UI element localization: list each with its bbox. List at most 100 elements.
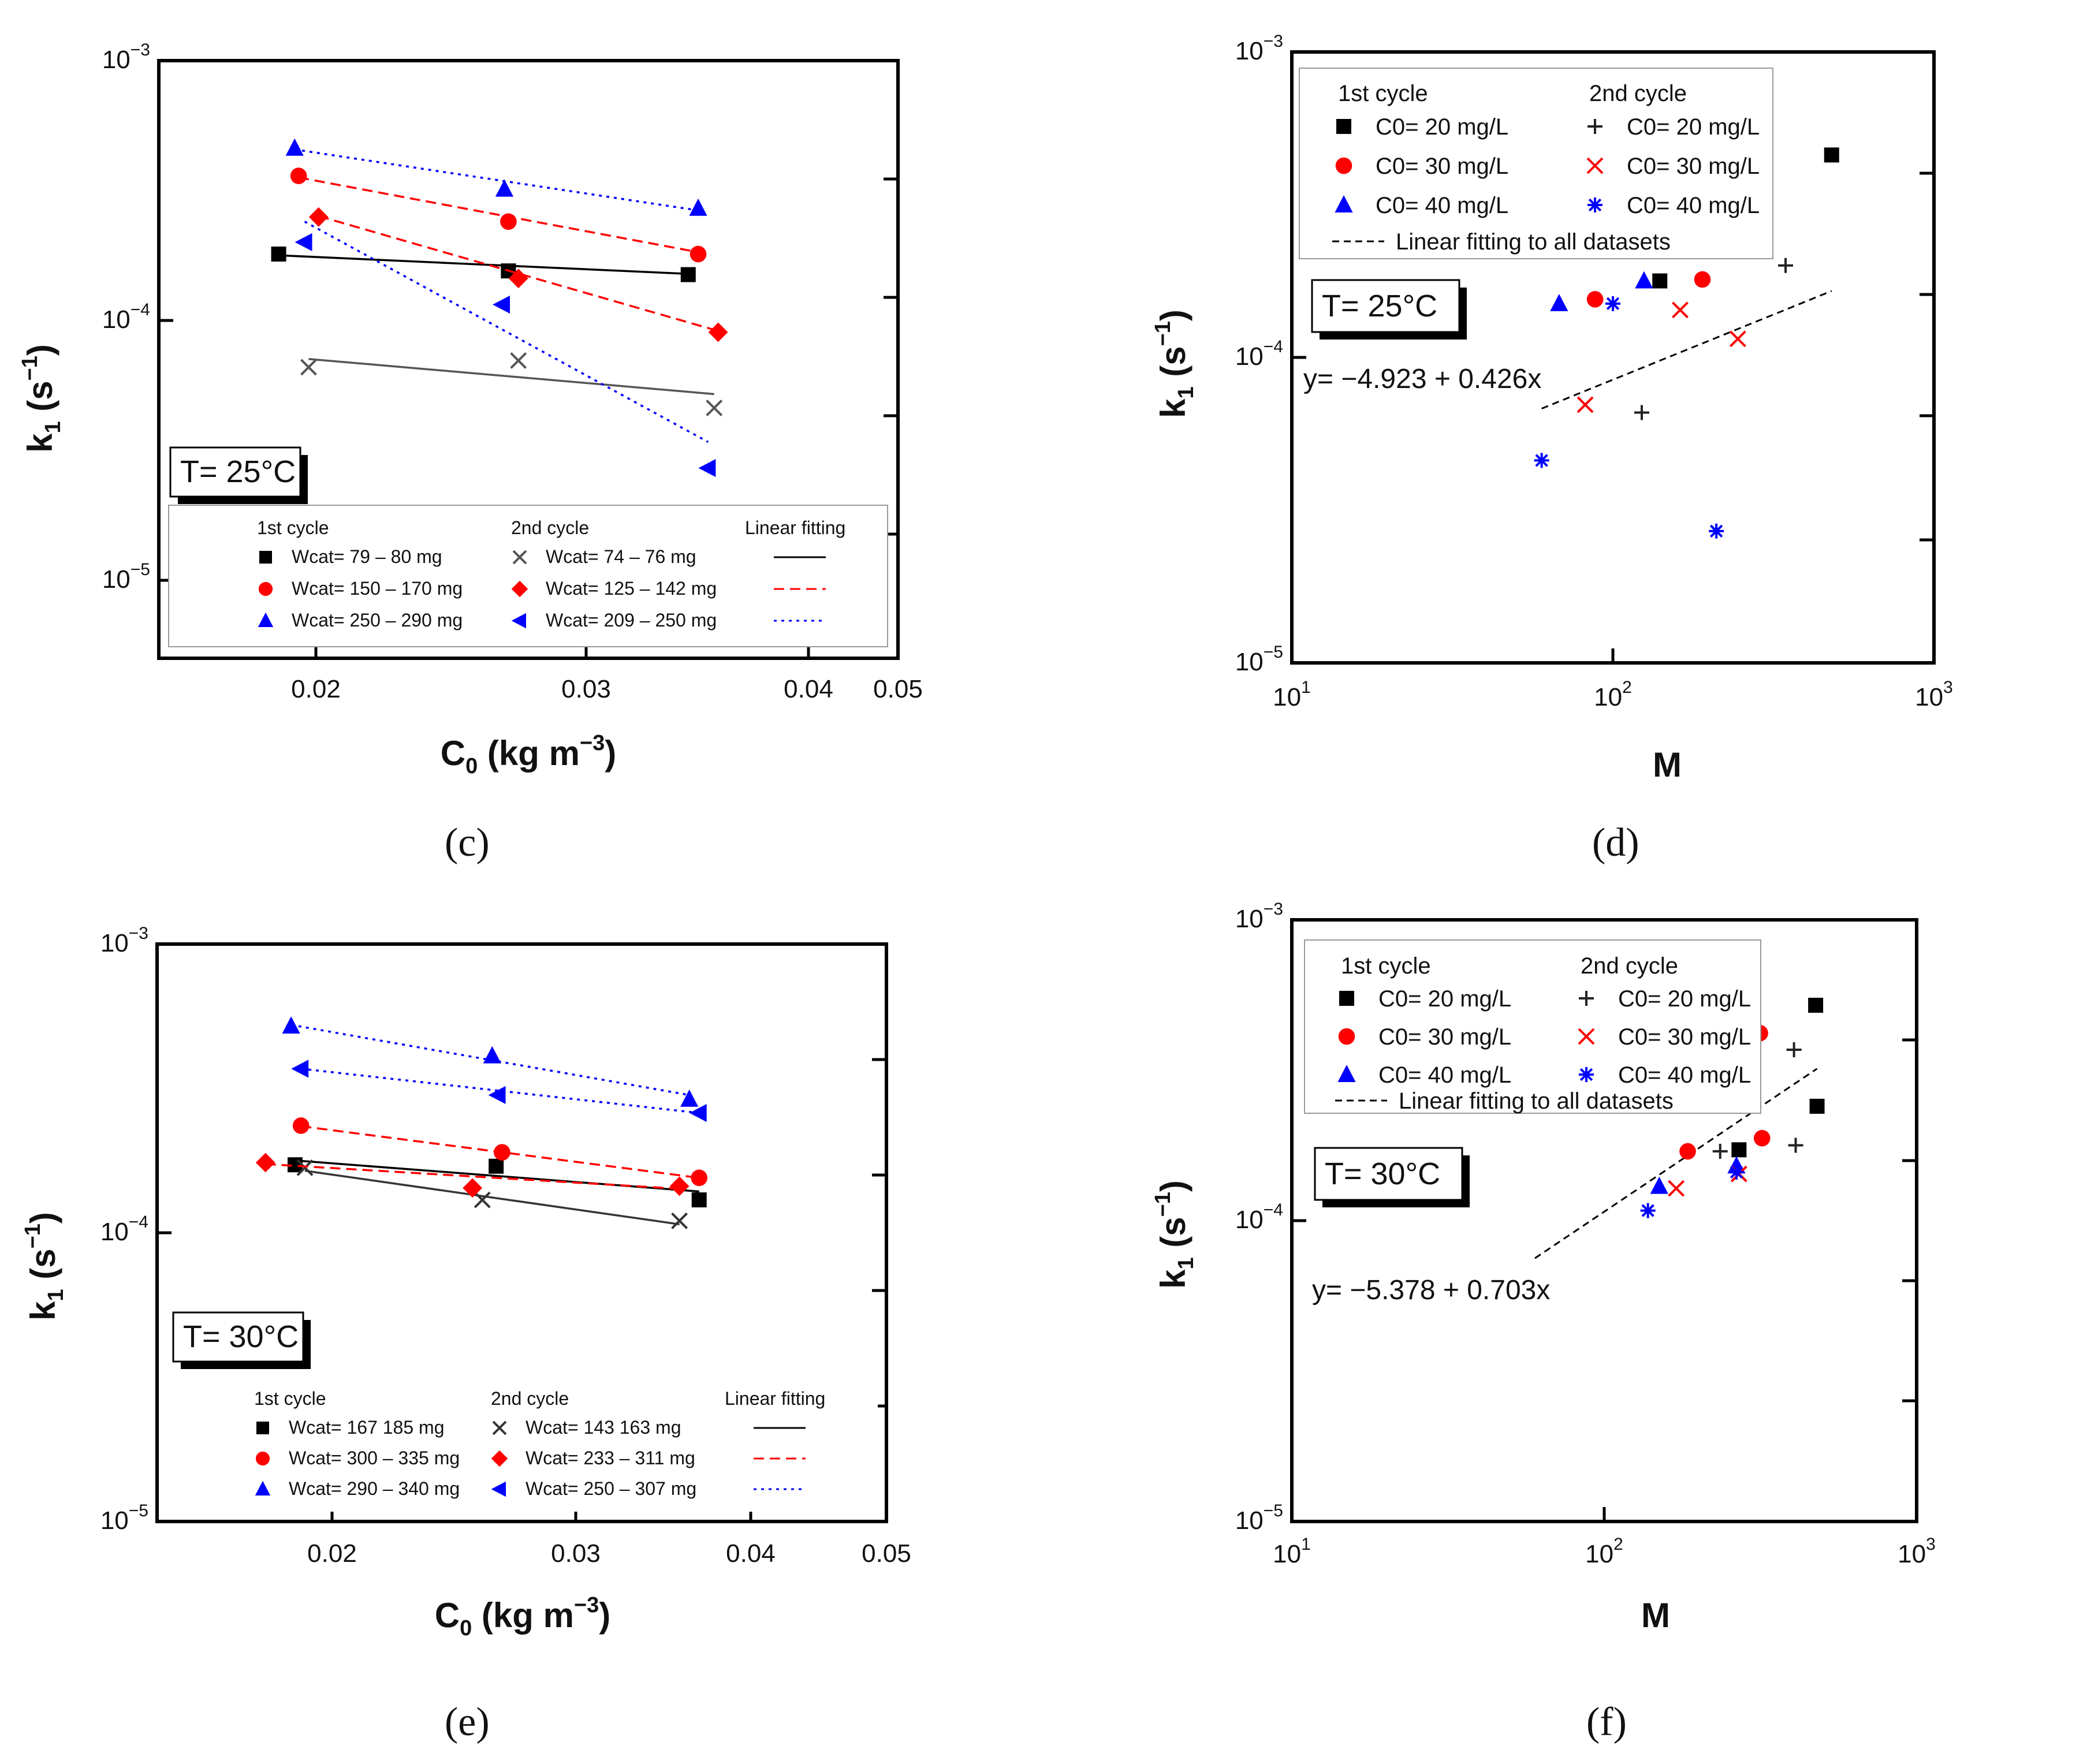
chart-c-series-2-point-2 bbox=[689, 198, 707, 216]
chart-c-legend-label-5: Wcat= 209 – 250 mg bbox=[546, 610, 717, 631]
chart-c-legend: 1st cycle 2nd cycle Linear fitting Wcat= 79… bbox=[168, 505, 888, 647]
chart-d-legend-header-0: 1st cycle bbox=[1338, 81, 1428, 106]
chart-e-xtick-1: 0.03 bbox=[551, 1539, 601, 1568]
chart-e-series-4-fit-line bbox=[265, 1163, 680, 1190]
chart-c-series-0-point-2 bbox=[680, 267, 696, 282]
chart-d-series-1-point-0 bbox=[1586, 291, 1604, 308]
chart-c-ylabel: k1 (s−1) bbox=[18, 344, 65, 453]
chart-c-legend-header-2: Linear fitting bbox=[745, 517, 845, 538]
chart-d-series-5-point-2 bbox=[1709, 523, 1724, 539]
chart-c-series-3-point-1 bbox=[510, 352, 527, 369]
chart-f-legend-header-0: 1st cycle bbox=[1341, 953, 1431, 979]
chart-d-series-0-point-0 bbox=[1652, 273, 1668, 289]
chart-c-series-4-point-1 bbox=[508, 268, 528, 289]
chart-d-legend-marker-5 bbox=[1587, 197, 1602, 212]
chart-d-legend-fit-label: Linear fitting to all datasets bbox=[1396, 229, 1671, 255]
chart-c-xtick-0: 0.02 bbox=[291, 675, 341, 703]
chart-d-legend-label-5: C0= 40 mg/L bbox=[1627, 193, 1760, 218]
chart-f-fit-line bbox=[1534, 1068, 1818, 1259]
chart-c-series-1-point-0 bbox=[290, 167, 307, 184]
chart-d-xtick-100: 102 bbox=[1594, 678, 1632, 711]
chart-e-xtick-3: 0.05 bbox=[862, 1539, 911, 1568]
chart-e-series-3-point-0 bbox=[296, 1159, 314, 1176]
chart-e-series-2-point-2 bbox=[680, 1089, 699, 1107]
chart-d-series-3-point-0 bbox=[1634, 405, 1649, 420]
chart-c-legend-marker-3 bbox=[512, 550, 527, 565]
chart-c-series-2-point-0 bbox=[285, 138, 304, 156]
chart-e-legend-marker-4 bbox=[491, 1450, 508, 1467]
chart-d-series-2-point-0 bbox=[1550, 293, 1568, 311]
chart-f-series-3-point-1 bbox=[1786, 1042, 1802, 1057]
chart-f-legend-marker-1 bbox=[1338, 1028, 1355, 1045]
chart-d-legend-marker-4 bbox=[1586, 157, 1604, 174]
panel-d: 10−3 10−4 10−5 101 102 103 M k1 (s−1) T=… bbox=[1044, 0, 2087, 882]
chart-e-series-1-point-0 bbox=[292, 1117, 310, 1134]
chart-d-series-2-point-1 bbox=[1635, 271, 1653, 289]
chart-f-yticks bbox=[1292, 918, 1917, 1523]
chart-f-xlabel: M bbox=[1641, 1596, 1670, 1635]
chart-c-legend-marker-2 bbox=[258, 612, 274, 627]
chart-c-ytick-1e-4: 10−4 bbox=[102, 300, 150, 334]
chart-c-ytick-1e-3: 10−3 bbox=[102, 40, 150, 74]
chart-f-legend-label-0: C0= 20 mg/L bbox=[1378, 986, 1511, 1012]
chart-c-series-0-fit-line bbox=[278, 254, 688, 275]
chart-e-xlabel: C0 (kg m−3) bbox=[435, 1593, 611, 1640]
chart-c-series-3-point-0 bbox=[300, 359, 317, 376]
chart-c-series-1-fit-line bbox=[298, 176, 699, 253]
chart-c-series-5-point-1 bbox=[493, 295, 510, 314]
chart-c-xlabel: C0 (kg m−3) bbox=[441, 731, 617, 778]
chart-e-legend-marker-0 bbox=[256, 1422, 269, 1434]
chart-e-ytick-1e-3: 10−3 bbox=[100, 924, 148, 957]
caption-e: (e) bbox=[445, 1700, 490, 1744]
chart-d-legend-label-1: C0= 30 mg/L bbox=[1376, 154, 1508, 179]
chart-e-ytick-1e-5: 10−5 bbox=[100, 1501, 148, 1535]
chart-f-ytick-1e-5: 10−5 bbox=[1235, 1501, 1283, 1535]
chart-f-series-0-point-1 bbox=[1808, 997, 1824, 1013]
chart-d-legend-marker-0 bbox=[1336, 119, 1351, 134]
chart-c-series-1-point-1 bbox=[500, 213, 517, 230]
chart-e-series-3-point-1 bbox=[474, 1191, 491, 1209]
chart-c-legend-label-2: Wcat= 250 – 290 mg bbox=[292, 610, 463, 631]
chart-f-series-1-point-0 bbox=[1679, 1143, 1696, 1160]
chart-d-ylabel: k1 (s−1) bbox=[1151, 309, 1198, 418]
chart-c-series-5-fit-line bbox=[304, 221, 709, 443]
chart-c-series-4-fit-line bbox=[318, 215, 719, 332]
chart-e-legend-header-1: 2nd cycle bbox=[491, 1388, 569, 1409]
chart-f-ytick-1e-3: 10−3 bbox=[1235, 900, 1283, 933]
chart-c-legend-label-0: Wcat= 79 – 80 mg bbox=[292, 546, 442, 567]
chart-f-xtick-100: 102 bbox=[1585, 1535, 1623, 1568]
chart-e-series-0-point-2 bbox=[691, 1192, 707, 1208]
chart-f-legend-fit-label: Linear fitting to all datasets bbox=[1399, 1088, 1674, 1114]
chart-c-xtick-2: 0.04 bbox=[784, 675, 833, 703]
chart-d-xtick-1000: 103 bbox=[1915, 678, 1953, 711]
chart-d-svg: 10−3 10−4 10−5 101 102 103 M k1 (s−1) T=… bbox=[1151, 32, 1953, 784]
chart-c-legend-label-4: Wcat= 125 – 142 mg bbox=[546, 578, 717, 599]
chart-e-legend-marker-1 bbox=[255, 1451, 270, 1466]
chart-d-legend-marker-2 bbox=[1335, 195, 1353, 212]
chart-f-xticks bbox=[1602, 1507, 1918, 1521]
chart-f-ylabel: k1 (s−1) bbox=[1151, 1180, 1198, 1289]
chart-e-ylabel: k1 (s−1) bbox=[21, 1212, 68, 1321]
chart-f-legend: 1st cycle 2nd cycle C0= 20 mg/L C0= 30 mg/L… bbox=[1304, 939, 1761, 1114]
chart-c-yticks bbox=[159, 59, 898, 582]
chart-c-series-2-fit-line bbox=[294, 148, 699, 212]
chart-c-xtick-1: 0.03 bbox=[561, 675, 611, 703]
chart-c-series-5-point-2 bbox=[698, 458, 716, 478]
chart-d-legend-label-2: C0= 40 mg/L bbox=[1376, 193, 1508, 218]
chart-d-fit-line bbox=[1541, 290, 1832, 409]
chart-d-yticks bbox=[1292, 50, 1934, 665]
chart-f-series-3-point-2 bbox=[1788, 1138, 1803, 1153]
chart-f-legend-header-1: 2nd cycle bbox=[1581, 953, 1678, 979]
chart-f-series-0-point-0 bbox=[1731, 1142, 1747, 1158]
chart-c-legend-header-0: 1st cycle bbox=[257, 517, 329, 538]
chart-d-series-4-point-2 bbox=[1729, 330, 1746, 348]
chart-e-temp-box: T= 30°C bbox=[172, 1311, 311, 1369]
chart-d-xtick-10: 101 bbox=[1273, 678, 1311, 711]
chart-d-legend: 1st cycle 2nd cycle C0= 20 mg/L C0= 30 mg/L… bbox=[1299, 68, 1773, 259]
chart-c-legend-marker-1 bbox=[258, 581, 273, 596]
chart-f-legend-label-3: C0= 20 mg/L bbox=[1618, 986, 1751, 1012]
chart-f-svg: 10−3 10−4 10−5 101 102 103 M k1 (s−1) T=… bbox=[1151, 900, 1936, 1635]
chart-e-series-4-point-0 bbox=[255, 1153, 275, 1173]
chart-d-xticks bbox=[1611, 648, 1936, 663]
chart-c-series-4-point-2 bbox=[708, 322, 728, 342]
